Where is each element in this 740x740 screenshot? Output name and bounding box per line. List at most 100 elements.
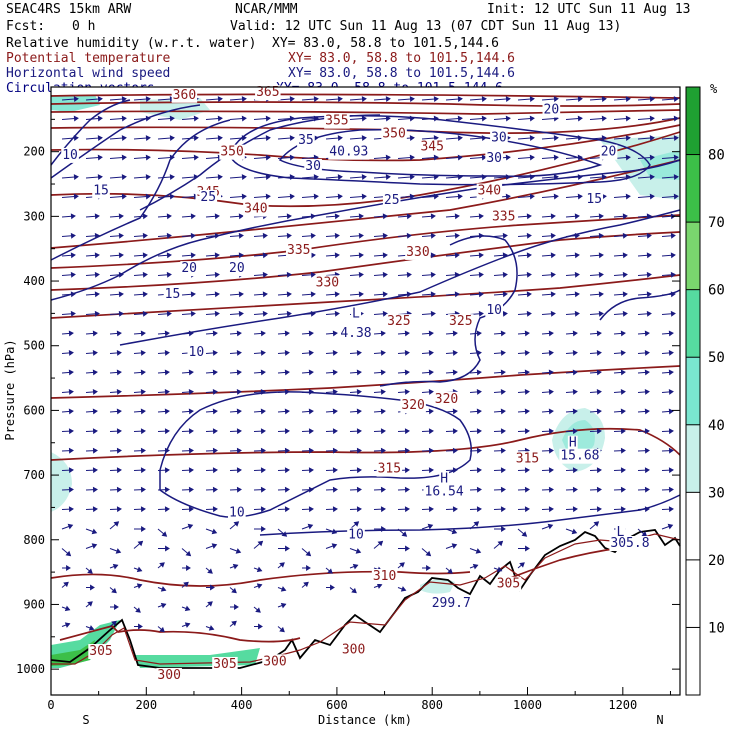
theta-line-350b — [50, 124, 681, 162]
wind-vector-head — [188, 486, 194, 493]
wind-vector-head — [596, 506, 602, 513]
x-axis: 0 200 400 600 800 1000 1200 — [47, 687, 671, 712]
wind-vector-head — [289, 135, 295, 141]
wind-vector-head — [217, 96, 223, 102]
theta-contour-label: 355 — [325, 114, 348, 129]
wind-vector-head — [427, 523, 434, 530]
extremum-label: 16.54 — [425, 484, 464, 499]
wind-vector-head — [286, 232, 292, 239]
wind-vector-head — [111, 587, 117, 594]
wind-contour-label: 25 — [200, 190, 216, 205]
wind-vector-head — [406, 232, 412, 239]
wind-vector-head — [186, 565, 191, 571]
wind-vector-head — [142, 213, 148, 220]
wind-vector-head — [193, 135, 199, 141]
wind-vector-head — [457, 193, 463, 200]
wind-vector-head — [265, 174, 271, 180]
wind-vector-head — [572, 349, 578, 356]
wind-vector-head — [91, 528, 98, 535]
wind-vector-head — [596, 349, 602, 356]
wind-vector-head — [454, 213, 460, 220]
wind-vector-head — [620, 330, 626, 337]
wind-vector-head — [238, 252, 244, 259]
wind-vector-head — [308, 388, 314, 395]
wind-vector-head — [598, 252, 604, 259]
wind-vector-head — [525, 545, 530, 552]
wind-vector-head — [88, 625, 95, 631]
wind-vector-head — [208, 625, 215, 631]
wind-vector-head — [238, 310, 244, 317]
wind-vector-head — [452, 408, 458, 415]
wind-vector-head — [649, 96, 655, 102]
wind-contour-label: 15 — [586, 192, 602, 207]
theta-contours — [50, 93, 681, 643]
theta-contour-label-bg — [255, 85, 281, 101]
wind-vector-head — [285, 545, 290, 552]
wind-vector-head — [524, 408, 530, 415]
wind-vector-head — [193, 154, 199, 161]
wind-vector-head — [406, 291, 412, 298]
wind-vector-head — [164, 408, 170, 415]
wind-vector-head — [140, 408, 146, 415]
wind-vector-head — [430, 232, 436, 239]
wind-vector-head — [334, 291, 340, 298]
wind-vector-head — [334, 310, 340, 317]
wind-vector-head — [356, 408, 362, 415]
wind-vector-head — [358, 291, 364, 298]
wind-vector-head — [241, 193, 247, 200]
wind-vector-head — [356, 447, 362, 454]
y-tick-label: 600 — [23, 403, 45, 417]
wind-vector-head — [92, 428, 98, 435]
wind-vector-head — [214, 310, 220, 317]
extremum-label: 15.68 — [560, 449, 599, 464]
wind-vector-head — [641, 531, 648, 537]
fcst-label: Fcst: — [6, 19, 45, 34]
colorbar-tick-label: 30 — [708, 485, 725, 501]
wind-contour-label: 15 — [93, 183, 109, 198]
wind-vector-head — [649, 193, 655, 200]
wind-vector-head — [188, 428, 194, 435]
extremum-label-bg — [328, 144, 370, 160]
wind-vector-head — [529, 174, 535, 180]
wind-vector-head — [142, 232, 148, 239]
y-tick-label: 400 — [23, 274, 45, 288]
wind-vector-head — [572, 486, 578, 493]
wind-vector-head — [265, 135, 271, 141]
colorbar-outline — [685, 86, 701, 696]
wind-vector-head — [404, 388, 410, 395]
y-tick-label: 500 — [23, 339, 45, 353]
wind-contour-label: 30 — [491, 130, 507, 145]
theta-line-315 — [50, 427, 681, 461]
wind-vector-head — [257, 540, 264, 547]
wind-vector-head — [377, 540, 384, 547]
wind-vector-head — [190, 252, 196, 259]
wind-vector-head — [673, 154, 679, 161]
wind-vector-head — [644, 388, 650, 395]
theta-contour-label-bg — [381, 126, 407, 142]
wind-vector-head — [644, 330, 650, 337]
wind-vector-head — [505, 154, 511, 161]
wind-vector-head — [380, 388, 386, 395]
wind-vector-head — [142, 252, 148, 259]
wind-vector-head — [140, 330, 146, 337]
wind-vector-head — [572, 330, 578, 337]
wind-contour-label: 15 — [165, 287, 181, 302]
wind-vector-head — [116, 349, 122, 356]
wind-vector-head — [241, 96, 247, 102]
wind-vector-head — [670, 291, 676, 298]
wind-vector-head — [548, 349, 554, 356]
theta-line-360 — [50, 101, 681, 107]
wind-vector-head — [121, 96, 127, 102]
theta-line-340 — [50, 159, 681, 249]
wind-vector-head — [447, 568, 453, 574]
wind-contour-label: 10 — [229, 506, 245, 521]
wind-vector-head — [232, 563, 239, 570]
wind-contour-15-mid — [50, 159, 681, 301]
wind-vector-head — [497, 540, 504, 547]
wind-vector-head — [67, 523, 74, 530]
wind-vector-head — [68, 349, 74, 356]
wind-vector-head — [649, 115, 655, 122]
wind-vector-head — [547, 523, 554, 530]
wind-vector-head — [164, 467, 170, 474]
field-xy: XY= 83.0, 58.8 to 101.5,144.6 — [272, 36, 499, 51]
